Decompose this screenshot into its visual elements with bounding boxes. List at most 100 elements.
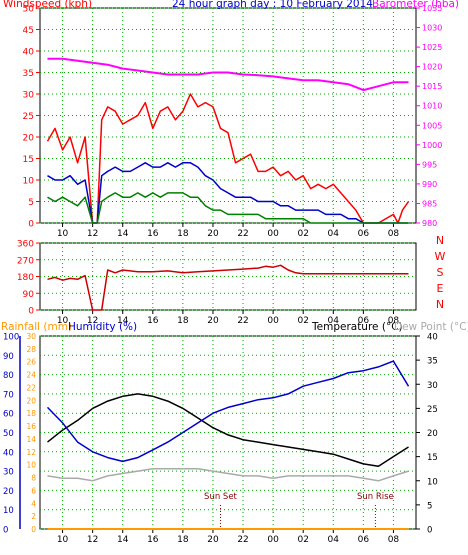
compass-label: S <box>437 266 444 279</box>
direction-tick-label: 0 <box>28 307 34 317</box>
barometer-tick-label: 1035 <box>422 4 442 13</box>
x-tick-label: 22 <box>237 229 248 239</box>
x-tick-label: 06 <box>358 316 370 326</box>
temperature-tick-label: 35 <box>427 357 438 367</box>
x-tick-label: 00 <box>267 316 279 326</box>
barometer-tick-label: 1015 <box>422 82 442 91</box>
wind-left-ticks: 0 5 10 15 20 25 30 35 40 45 50 <box>23 5 40 230</box>
x-tick-label: 06 <box>358 535 370 545</box>
windspeed-tick-label: 5 <box>28 198 34 208</box>
rainfall-tick-label: 18 <box>26 409 36 418</box>
humidity-tick-label: 70 <box>3 390 14 400</box>
rainfall-tick-label: 6 <box>31 486 36 495</box>
rainfall-tick-label: 8 <box>31 474 36 483</box>
x-tick-label: 20 <box>207 316 219 326</box>
direction-series <box>47 264 409 311</box>
rainfall-tick-label: 0 <box>31 525 36 534</box>
direction-tick-label: 270 <box>17 256 34 266</box>
rainfall-tick-label: 4 <box>31 499 36 508</box>
temperature-tick-label: 10 <box>427 477 438 487</box>
x-tick-label: 12 <box>87 316 98 326</box>
wind-series <box>46 57 410 224</box>
x-tick-label: 16 <box>147 316 159 326</box>
sun-event-label: Sun Rise <box>357 492 394 502</box>
wind-panel: Windspeed (kph) 24 hour graph day : 10 F… <box>3 0 459 239</box>
temperature-tick-label: 5 <box>427 501 432 511</box>
rainfall-tick-label: 30 <box>26 332 36 341</box>
windspeed-tick-label: 25 <box>23 112 34 122</box>
rainfall-tick-label: 26 <box>26 358 36 367</box>
temperature-tick-label: 15 <box>427 453 438 463</box>
rainfall-axis-title: Rainfall (mm) <box>1 321 72 333</box>
humidity-tick-label: 50 <box>3 429 14 439</box>
x-tick-label: 16 <box>147 229 159 239</box>
temperature-line <box>47 393 409 468</box>
direction-grid <box>40 242 416 311</box>
temperature-tick-label: 20 <box>427 429 438 439</box>
lull-line <box>47 192 409 224</box>
barometer-tick-label: 1010 <box>422 102 442 111</box>
x-tick-label: 06 <box>358 229 370 239</box>
direction-left-ticks: 0 90 180 270 360 <box>17 240 40 317</box>
x-tick-label: 08 <box>388 229 400 239</box>
direction-x-ticks: 10 12 14 16 18 20 22 00 02 04 06 08 <box>57 310 399 326</box>
x-tick-label: 18 <box>177 229 189 239</box>
x-tick-label: 14 <box>117 316 129 326</box>
windspeed-tick-label: 30 <box>23 91 35 101</box>
barometer-tick-label: 1030 <box>422 24 442 33</box>
humidity-tick-label: 20 <box>3 487 14 497</box>
x-tick-label: 22 <box>237 535 248 545</box>
x-tick-label: 08 <box>388 535 400 545</box>
temperature-tick-label: 0 <box>427 526 432 536</box>
x-tick-label: 14 <box>117 535 129 545</box>
humidity-tick-label: 30 <box>3 468 14 478</box>
x-tick-label: 18 <box>177 316 189 326</box>
x-tick-label: 02 <box>297 316 308 326</box>
temperature-axis-title: Temperature (°C) <box>311 321 403 333</box>
humidity-tick-label: 60 <box>3 410 14 420</box>
barometer-axis-title: Barometer (hba) <box>372 0 459 10</box>
rainfall-tick-label: 2 <box>31 512 36 521</box>
humidity-tick-label: 10 <box>3 506 14 516</box>
x-tick-label: 10 <box>57 535 69 545</box>
barometer-tick-label: 990 <box>422 180 437 189</box>
humidity-tick-label: 80 <box>3 371 14 381</box>
windspeed-tick-label: 10 <box>23 177 35 187</box>
compass-label: E <box>437 282 444 295</box>
x-tick-label: 20 <box>207 229 219 239</box>
barometer-line <box>47 57 409 92</box>
humidity-tick-label: 90 <box>3 352 14 362</box>
direction-tick-label: 360 <box>17 240 34 250</box>
temperature-x-ticks: 10 12 14 16 18 20 22 00 02 04 06 08 <box>57 529 400 545</box>
rainfall-tick-label: 20 <box>26 396 36 405</box>
x-tick-label: 04 <box>328 229 340 239</box>
barometer-tick-label: 985 <box>422 199 437 208</box>
humidity-line <box>46 360 410 463</box>
dew_point-line <box>47 467 409 482</box>
x-tick-label: 10 <box>57 316 69 326</box>
x-tick-label: 04 <box>328 535 340 545</box>
windspeed-tick-label: 20 <box>23 134 35 144</box>
barometer-tick-label: 1005 <box>422 121 442 130</box>
compass-label: W <box>435 250 446 263</box>
sun-annotations: Sun Set Sun Rise <box>204 492 394 529</box>
compass-label: N <box>436 298 444 311</box>
sun-event-label: Sun Set <box>204 492 237 502</box>
x-tick-label: 18 <box>177 535 189 545</box>
barometer-tick-label: 1025 <box>422 43 442 52</box>
x-tick-label: 00 <box>267 535 279 545</box>
x-tick-label: 00 <box>267 229 279 239</box>
temperature-panel: Rainfall (mm) Humidity (%) Temperature (… <box>1 321 468 545</box>
temperature-tick-label: 30 <box>427 381 438 391</box>
rainfall-tick-label: 24 <box>26 371 36 380</box>
humidity-axis-title: Humidity (%) <box>68 321 137 333</box>
windspeed-tick-label: 50 <box>23 5 35 15</box>
x-tick-label: 12 <box>87 229 98 239</box>
direction-tick-label: 90 <box>23 290 35 300</box>
x-tick-label: 22 <box>237 316 248 326</box>
windspeed-tick-label: 0 <box>28 220 34 230</box>
direction-line <box>47 264 409 311</box>
